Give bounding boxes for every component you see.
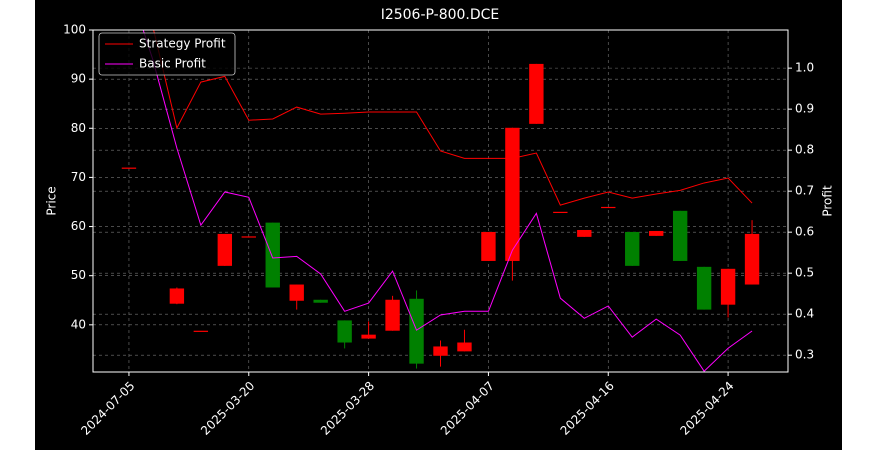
chart-title: I2506-P-800.DCE xyxy=(381,7,500,23)
candle-body xyxy=(289,284,304,301)
candle-body xyxy=(553,211,568,214)
candle-body xyxy=(193,330,209,332)
candle-body xyxy=(361,334,376,339)
legend-label: Basic Profit xyxy=(139,57,206,71)
legend-label: Strategy Profit xyxy=(139,37,226,51)
candle-body xyxy=(457,342,472,352)
y2-tick-label: 0.3 xyxy=(795,348,814,362)
candle-body xyxy=(241,236,256,238)
y2-tick-label: 0.5 xyxy=(795,266,814,280)
candle-body xyxy=(121,167,137,169)
candle-body xyxy=(313,299,328,303)
profit-line xyxy=(153,30,753,206)
y2-tick-label: 0.9 xyxy=(795,102,814,116)
candle-body xyxy=(385,299,400,331)
candle-body xyxy=(433,346,448,356)
candle-body xyxy=(169,288,185,304)
candle-body xyxy=(696,266,712,310)
y2-tick-label: 1.0 xyxy=(795,61,814,75)
y2-axis-label: Profit xyxy=(821,185,835,217)
y-tick-label: 80 xyxy=(71,121,86,135)
candle-body xyxy=(481,231,496,261)
candle-body xyxy=(744,233,760,285)
candle-body xyxy=(217,233,232,266)
y-tick-label: 70 xyxy=(71,170,86,184)
candle-body xyxy=(337,320,352,343)
candle-body xyxy=(720,268,736,305)
y2-tick-label: 0.4 xyxy=(795,307,814,321)
y2-tick-label: 0.7 xyxy=(795,184,814,198)
candle-body xyxy=(625,231,640,266)
y-axis-label: Price xyxy=(45,186,59,215)
candle-body xyxy=(529,63,544,124)
y2-tick-label: 0.8 xyxy=(795,143,814,157)
candle-body xyxy=(265,222,280,288)
candle-body xyxy=(409,298,424,364)
candle-body xyxy=(672,210,688,261)
y-tick-label: 60 xyxy=(71,219,86,233)
candle-body xyxy=(505,127,520,261)
candle-body xyxy=(577,229,592,237)
profit-line xyxy=(142,30,753,372)
y2-tick-label: 0.6 xyxy=(795,225,814,239)
plot-area xyxy=(121,30,760,372)
candle-body xyxy=(601,206,616,209)
y-tick-label: 100 xyxy=(63,23,86,37)
y-tick-label: 90 xyxy=(71,72,86,86)
candle-body xyxy=(649,230,664,236)
plot-frame xyxy=(92,29,789,373)
y-tick-label: 40 xyxy=(71,317,86,331)
y-tick-label: 50 xyxy=(71,268,86,282)
